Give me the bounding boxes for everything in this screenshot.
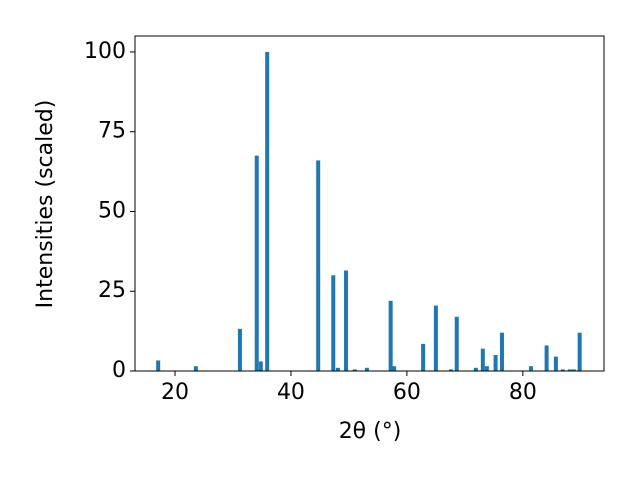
bar [560,369,565,371]
bar [344,270,349,371]
y-tick-label: 100 [84,39,126,64]
bar [493,355,498,371]
bar [156,360,161,371]
plot-frame [134,35,605,372]
bar [335,367,340,371]
bar [571,369,576,371]
y-tick-label: 0 [112,358,126,383]
x-tick-label: 40 [277,380,305,405]
x-tick-label: 20 [161,380,189,405]
bar [577,332,582,371]
bar [421,343,426,371]
bar [258,361,263,371]
bar [544,345,549,371]
bar [433,305,438,371]
bar [265,51,270,371]
bar [392,366,397,371]
bar [473,367,478,371]
bar [480,348,485,371]
y-tick-label: 25 [98,278,126,303]
bar [388,300,393,371]
x-tick-label: 60 [393,380,421,405]
bar [553,356,558,371]
x-tick-label: 80 [509,380,537,405]
bar [237,328,242,371]
bar [193,366,198,371]
bar [454,316,459,371]
bar [331,275,336,371]
bar [352,369,357,371]
bar [484,366,489,371]
bar [499,332,504,371]
y-tick-label: 50 [98,198,126,223]
bar [448,369,453,371]
y-tick-label: 75 [98,119,126,144]
bar [316,160,321,371]
bar [364,367,369,371]
x-axis-label: 2θ (°) [339,419,402,444]
bar [567,369,572,371]
bar [528,366,533,371]
bar [254,155,259,371]
y-axis-label: Intensities (scaled) [33,100,58,309]
